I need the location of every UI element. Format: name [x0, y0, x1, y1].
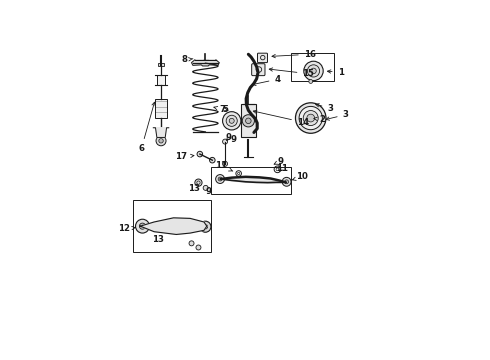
Text: 17: 17	[175, 152, 194, 161]
Circle shape	[222, 139, 227, 144]
Circle shape	[222, 112, 241, 130]
Circle shape	[307, 114, 315, 122]
Bar	[158, 63, 164, 66]
Polygon shape	[153, 128, 169, 138]
Circle shape	[218, 177, 222, 181]
Circle shape	[242, 115, 254, 127]
Text: 3: 3	[316, 104, 333, 113]
Text: 14: 14	[253, 110, 309, 127]
Text: 11: 11	[276, 164, 288, 173]
Circle shape	[196, 245, 201, 250]
Circle shape	[216, 175, 224, 184]
Circle shape	[245, 118, 251, 123]
FancyBboxPatch shape	[252, 64, 265, 76]
Text: 9: 9	[206, 187, 212, 196]
Text: 16: 16	[272, 50, 316, 59]
Text: 13: 13	[152, 235, 164, 244]
Text: 9: 9	[230, 135, 236, 144]
Circle shape	[200, 221, 211, 232]
Polygon shape	[192, 60, 219, 66]
Text: 7: 7	[214, 105, 226, 114]
Circle shape	[226, 115, 237, 126]
Text: 6: 6	[138, 102, 155, 153]
Bar	[292, 53, 334, 81]
Text: 11: 11	[216, 162, 233, 171]
Text: 2: 2	[314, 115, 326, 124]
Circle shape	[189, 241, 194, 246]
Bar	[155, 99, 167, 118]
Bar	[241, 104, 256, 138]
Circle shape	[285, 180, 289, 184]
Bar	[211, 167, 292, 194]
Circle shape	[304, 61, 323, 81]
Circle shape	[311, 68, 316, 74]
Circle shape	[309, 80, 313, 84]
Text: 4: 4	[252, 75, 280, 85]
Circle shape	[282, 177, 291, 186]
Circle shape	[140, 223, 146, 229]
Circle shape	[299, 107, 322, 130]
Text: 8: 8	[181, 55, 193, 64]
Circle shape	[136, 219, 149, 233]
Bar	[133, 200, 211, 252]
Circle shape	[229, 118, 234, 123]
Circle shape	[156, 136, 166, 146]
Text: 15: 15	[269, 68, 314, 78]
Circle shape	[307, 65, 319, 77]
Circle shape	[203, 185, 208, 190]
Bar	[157, 75, 166, 85]
Circle shape	[303, 111, 318, 126]
Circle shape	[210, 157, 215, 163]
Text: 9: 9	[226, 133, 232, 142]
Circle shape	[295, 103, 326, 133]
Circle shape	[197, 151, 203, 157]
Polygon shape	[140, 218, 207, 234]
Circle shape	[195, 179, 202, 186]
Text: 3: 3	[326, 110, 348, 120]
Circle shape	[159, 139, 163, 143]
Circle shape	[203, 225, 208, 229]
Bar	[203, 59, 208, 61]
Text: 9: 9	[274, 157, 284, 166]
Text: 10: 10	[293, 172, 308, 181]
Circle shape	[222, 161, 227, 166]
Text: 5: 5	[222, 105, 228, 114]
Text: 12: 12	[118, 224, 136, 233]
Circle shape	[141, 225, 144, 227]
Text: 13: 13	[188, 184, 200, 193]
FancyBboxPatch shape	[258, 53, 268, 63]
Text: 1: 1	[327, 68, 343, 77]
